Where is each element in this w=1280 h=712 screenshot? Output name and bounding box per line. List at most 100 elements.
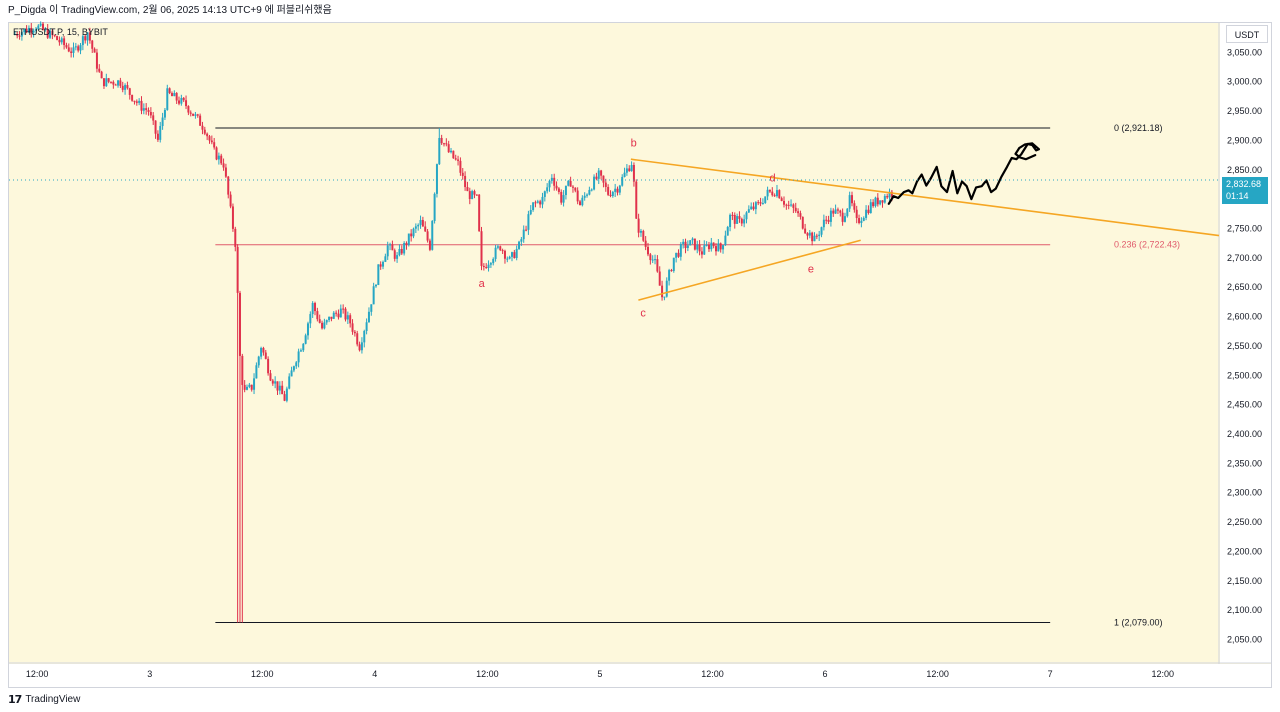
- candle-body: [328, 316, 331, 321]
- candle-body: [88, 32, 91, 41]
- fib-level-label: 1 (2,079.00): [1114, 617, 1163, 627]
- candle-body: [576, 190, 579, 202]
- candle-body: [250, 384, 253, 390]
- candle-body: [126, 85, 129, 89]
- candle-body: [649, 254, 652, 261]
- candle-body: [53, 35, 56, 37]
- candle-body: [210, 140, 213, 143]
- candle-body: [503, 250, 506, 259]
- candle-body: [766, 189, 769, 197]
- candle-body: [13, 33, 16, 35]
- candle-body: [447, 144, 450, 153]
- candle-body: [321, 322, 324, 329]
- y-axis: 3,050.00 3,000.00 2,950.00 2,900.00 2,850.00…: [1218, 23, 1271, 687]
- wave-label-b: b: [631, 137, 637, 149]
- candle-body: [194, 114, 197, 116]
- candle-body: [243, 384, 246, 390]
- candle-body: [560, 191, 563, 203]
- candle-body: [487, 264, 490, 269]
- candle-body: [93, 48, 96, 53]
- y-tick-label: 2,950.00: [1227, 106, 1262, 116]
- candle-body: [853, 203, 856, 210]
- candle-body: [384, 256, 387, 262]
- candle-body: [424, 226, 427, 232]
- candle-body: [717, 243, 720, 252]
- candle-body: [353, 331, 356, 334]
- candle-body: [283, 394, 286, 401]
- candle-body: [163, 109, 166, 118]
- candle-body: [145, 108, 148, 111]
- candle-body: [738, 216, 741, 219]
- candle-body: [342, 308, 345, 310]
- candle-body: [881, 200, 884, 203]
- candle-body: [98, 68, 101, 72]
- candle-body: [583, 195, 586, 198]
- x-tick-label: 12:00: [1151, 669, 1174, 679]
- currency-button[interactable]: USDT: [1226, 25, 1268, 43]
- y-tick-label: 2,450.00: [1227, 400, 1262, 410]
- fib-level-label: 0.236 (2,722.43): [1114, 240, 1180, 250]
- candle-body: [56, 36, 59, 41]
- current-price-value: 2,832.68: [1226, 179, 1262, 189]
- candle-body: [49, 30, 52, 38]
- candle-body: [743, 219, 746, 224]
- candle-body: [391, 244, 394, 251]
- symbol-label[interactable]: ETHUSDT.P, 15, BYBIT: [13, 27, 108, 37]
- candle-body: [621, 176, 624, 186]
- wave-label-a: a: [479, 278, 486, 290]
- candle-body: [70, 51, 73, 53]
- footer-brand[interactable]: TradingView: [25, 693, 81, 705]
- candle-body: [686, 245, 689, 249]
- candle-body: [370, 304, 373, 312]
- candle-body: [227, 176, 230, 195]
- candle-body: [203, 129, 206, 134]
- candle-body: [489, 263, 492, 265]
- candle-body: [672, 257, 675, 271]
- candle-body: [187, 106, 190, 113]
- candle-body: [647, 246, 650, 255]
- candle-body: [700, 251, 703, 255]
- candle-body: [414, 226, 417, 229]
- wave-label-d: d: [769, 173, 775, 185]
- candle-body: [114, 84, 117, 86]
- candle-body: [426, 231, 429, 241]
- candle-body: [335, 312, 338, 314]
- candle-body: [44, 28, 47, 30]
- candle-body: [81, 36, 84, 46]
- candle-body: [346, 315, 349, 320]
- candle-body: [527, 214, 530, 230]
- y-tick-label: 2,550.00: [1227, 341, 1262, 351]
- candle-body: [466, 187, 469, 192]
- candle-body: [625, 168, 628, 173]
- candle-body: [536, 201, 539, 203]
- candle-body: [419, 219, 422, 225]
- fibonacci-retracement[interactable]: 0 (2,921.18) 0.236 (2,722.43) 1 (2,079.00): [215, 123, 1180, 627]
- candle-body: [358, 344, 361, 351]
- candle-body: [841, 212, 844, 222]
- candle-body: [316, 311, 319, 320]
- candle-body: [644, 240, 647, 247]
- candle-body: [253, 378, 256, 390]
- candle-body: [440, 137, 443, 144]
- projection-drawing[interactable]: [887, 142, 1041, 205]
- candle-body: [761, 203, 764, 205]
- candle-body: [30, 27, 33, 33]
- x-axis-background: [9, 664, 1271, 687]
- triangle-pattern[interactable]: [630, 158, 1220, 301]
- wave-labels: a b c d e: [479, 137, 814, 319]
- candle-body: [325, 320, 328, 323]
- candle-body: [724, 235, 727, 246]
- candle-body: [597, 170, 600, 179]
- candle-body: [813, 235, 816, 242]
- candle-body: [588, 189, 591, 195]
- candle-body: [168, 88, 171, 94]
- y-tick-label: 2,050.00: [1227, 635, 1262, 645]
- candle-body: [571, 186, 574, 188]
- candle-body: [330, 316, 333, 319]
- candle-body: [309, 314, 312, 324]
- candle-body: [752, 206, 755, 210]
- candle-body: [276, 381, 279, 391]
- x-tick-label: 5: [597, 669, 602, 679]
- candle-body: [569, 180, 572, 187]
